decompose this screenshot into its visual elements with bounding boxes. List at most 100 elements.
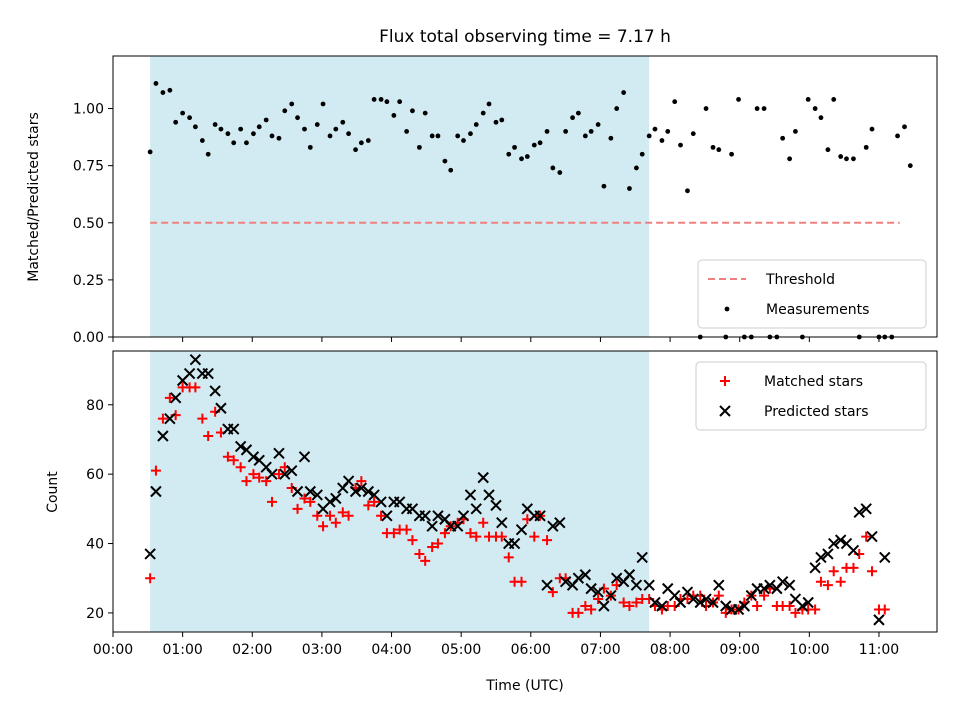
data-point [835,576,846,587]
data-point [330,492,342,505]
data-point [401,524,412,535]
data-point [519,156,524,162]
data-point [879,604,890,615]
data-point [187,115,192,121]
data-point [579,569,592,581]
data-point [700,593,712,605]
data-point [269,133,275,139]
data-point [585,582,597,595]
data-point [866,530,878,543]
data-point [818,115,824,121]
data-point [241,476,252,487]
data-point [365,138,371,143]
data-point [784,600,795,611]
data-point [180,110,186,116]
data-point [407,535,418,546]
data-point [432,510,444,522]
data-point [404,128,410,134]
data-point [465,528,476,539]
data-point [282,108,288,114]
data-point [732,603,745,616]
x-tick-label: 08:00 [650,642,690,658]
data-point [764,579,776,591]
legend-label: Matched stars [764,374,863,390]
data-point [420,555,431,566]
data-point [554,517,566,529]
data-point [183,367,196,380]
data-point [879,551,891,564]
legend-box [695,361,927,431]
data-point [851,156,856,162]
data-point [828,566,839,577]
data-point [537,140,543,146]
data-point [825,147,831,153]
data-point [276,135,282,141]
data-point [499,117,505,123]
data-point [295,115,300,121]
top-y-axis-label: Matched/Predicted stars [26,112,42,282]
data-point [286,464,298,477]
data-point [164,412,176,425]
data-point [480,110,486,116]
shaded-observing-interval [150,351,650,632]
data-point [716,147,722,153]
data-point [634,165,639,171]
x-tick-label: 03:00 [302,642,342,658]
data-point [582,133,588,139]
data-point [337,507,348,518]
x-tick-label: 01:00 [162,642,202,658]
legend: Threshold Measurements [697,259,927,329]
data-point [631,597,642,608]
data-point [623,569,636,581]
x-tick-label: 07:00 [580,642,620,658]
data-point [490,499,502,512]
y-tick-label: 20 [86,606,104,622]
data-point [298,451,311,463]
data-point [643,579,655,591]
plot-frame [112,55,938,338]
x-axis-label: Time (UTC) [485,678,563,694]
data-point [147,149,153,155]
data-point [649,596,661,609]
data-point [796,600,809,612]
data-point [588,128,594,134]
data-point [598,600,610,612]
data-point [593,594,604,605]
data-point [758,582,770,595]
data-point [570,115,575,121]
data-point [228,455,239,466]
data-point [524,154,530,159]
data-point [550,165,556,171]
data-point [863,144,869,150]
data-point [636,551,648,564]
data-point [710,144,716,150]
data-point [646,133,652,139]
data-point [457,510,470,522]
data-point [251,131,256,137]
chart-title: Flux total observing time = 7.17 h [379,27,671,47]
data-point [529,531,540,542]
data-point [169,392,182,404]
data-point [464,489,477,501]
data-point [362,485,375,498]
data-point [618,597,629,608]
data-point [225,131,231,137]
legend-label: Predicted stars [764,404,869,420]
data-point [266,468,278,480]
data-point [790,607,801,618]
data-point [304,485,317,498]
data-point [305,496,316,507]
data-point [468,131,473,137]
data-point [483,489,495,501]
data-point [356,476,367,487]
data-point [534,510,546,522]
data-point [145,573,156,584]
data-point [557,170,563,175]
data-point [234,440,247,453]
data-point [222,451,233,462]
y-tick-label: 80 [86,398,104,414]
series-measurements [147,81,913,340]
x-tick-label: 10:00 [789,642,829,658]
data-point [805,97,811,102]
data-point [355,482,368,494]
